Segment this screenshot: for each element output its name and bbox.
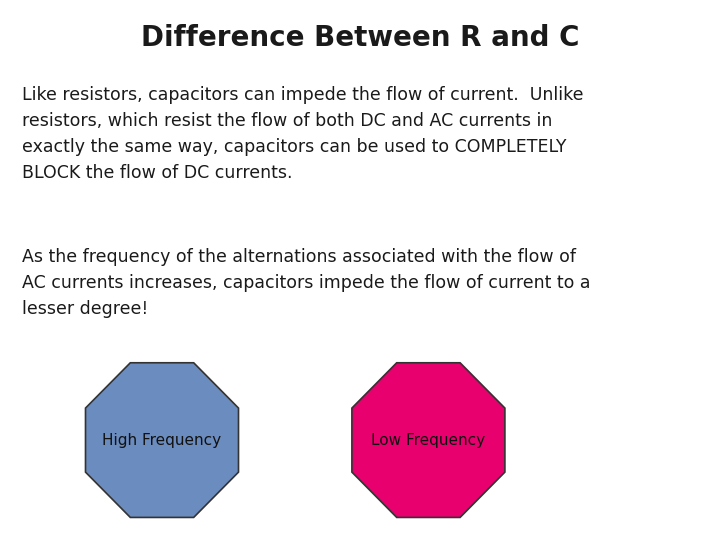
Polygon shape — [86, 363, 238, 517]
Text: Like resistors, capacitors can impede the flow of current.  Unlike
resistors, wh: Like resistors, capacitors can impede th… — [22, 86, 583, 181]
Text: High Frequency: High Frequency — [102, 433, 222, 448]
Text: Difference Between R and C: Difference Between R and C — [140, 24, 580, 52]
Polygon shape — [352, 363, 505, 517]
Text: Low Frequency: Low Frequency — [372, 433, 485, 448]
Text: As the frequency of the alternations associated with the flow of
AC currents inc: As the frequency of the alternations ass… — [22, 248, 590, 318]
